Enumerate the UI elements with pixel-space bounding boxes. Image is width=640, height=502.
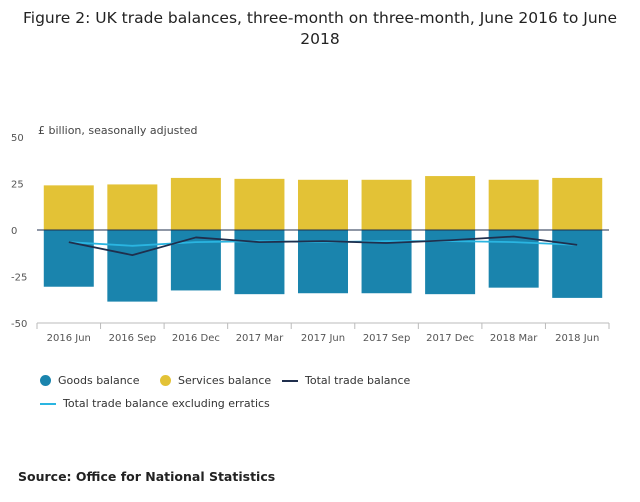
legend-goods-label: Goods balance <box>58 374 140 387</box>
trade-balance-chart: 50 25 0 -25 -50 2016 Jun 2016 Sep 2016 Dec 2017 … <box>11 133 610 344</box>
chart-title: Figure 2: UK trade balances, three-month… <box>22 9 618 48</box>
total-swatch-icon <box>282 379 298 382</box>
total-excl-erratics-line <box>68 240 578 247</box>
x-tick-label: 2016 Jun <box>47 333 91 344</box>
goods-swatch-icon <box>40 375 51 386</box>
legend-goods: Goods balance <box>40 374 140 387</box>
goods-bar <box>361 230 412 294</box>
goods-bar <box>234 230 285 295</box>
y-axis-label: £ billion, seasonally adjusted <box>38 124 198 137</box>
y-tick-label: -25 <box>11 273 27 284</box>
goods-bar <box>107 230 158 302</box>
x-tick-label: 2016 Dec <box>172 333 220 344</box>
legend-services-label: Services balance <box>178 374 272 387</box>
x-tick-label: 2017 Sep <box>363 333 410 344</box>
x-tick-label: 2017 Jun <box>301 333 345 344</box>
legend-total: Total trade balance <box>282 374 410 387</box>
services-bar <box>361 179 412 230</box>
x-tick-label: 2016 Sep <box>109 333 156 344</box>
services-bar <box>552 177 603 230</box>
excl-swatch-icon <box>40 402 56 405</box>
services-bar <box>234 178 285 230</box>
legend-excl: Total trade balance excluding erratics <box>40 397 270 410</box>
total-trade-line <box>68 235 578 257</box>
services-bar <box>425 176 476 230</box>
x-tick-label: 2018 Mar <box>490 333 538 344</box>
services-bar <box>488 179 539 230</box>
goods-bar <box>298 230 348 294</box>
services-bar <box>170 177 221 230</box>
y-tick-label: 50 <box>11 133 24 144</box>
legend-services: Services balance <box>160 374 271 387</box>
x-tick-label: 2018 Jun <box>555 333 599 344</box>
x-tick-label: 2017 Mar <box>236 333 284 344</box>
goods-bar <box>552 230 603 298</box>
y-tick-label: 25 <box>11 180 24 191</box>
goods-bar <box>170 230 221 291</box>
services-bar <box>107 184 158 230</box>
y-tick-label: 0 <box>11 226 17 237</box>
services-bar <box>298 179 348 230</box>
goods-bar <box>43 230 94 287</box>
services-swatch-icon <box>160 375 171 386</box>
y-tick-label: -50 <box>11 319 27 330</box>
source-note: Source: Office for National Statistics <box>18 469 276 484</box>
legend-total-label: Total trade balance <box>305 374 411 387</box>
legend-excl-label: Total trade balance excluding erratics <box>63 397 270 410</box>
services-bar <box>43 185 94 230</box>
x-tick-label: 2017 Dec <box>426 333 474 344</box>
